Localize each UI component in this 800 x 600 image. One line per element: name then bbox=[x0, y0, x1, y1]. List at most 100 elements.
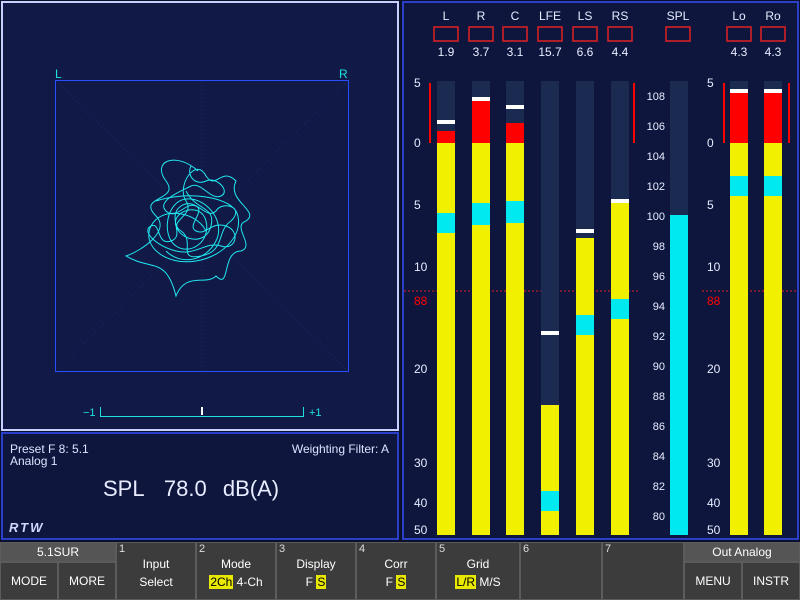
downmix-peak-box-ro bbox=[760, 26, 786, 42]
meter-cyan-c bbox=[506, 201, 524, 223]
spl-scale-tick: 100 bbox=[647, 211, 665, 223]
softkey-1-title: Input bbox=[142, 557, 170, 571]
corr-label-plus: +1 bbox=[309, 407, 322, 419]
meter-red-l bbox=[437, 131, 455, 143]
softkey-2-option: 4-Ch bbox=[236, 575, 263, 589]
meter-red-r bbox=[472, 99, 490, 143]
softkey-6[interactable]: 6 bbox=[520, 542, 602, 600]
goniometer-trace bbox=[56, 81, 348, 371]
channel-peak-box-lfe bbox=[537, 26, 563, 42]
softkey-4-option: F bbox=[385, 575, 393, 589]
spl-readout-label: SPL bbox=[103, 476, 144, 501]
meter-yellow-c bbox=[506, 143, 524, 535]
db-scale-right-tick: 50 bbox=[707, 523, 721, 537]
softkey-3-option: F bbox=[305, 575, 313, 589]
preset-mode-label: 5.1SUR bbox=[36, 545, 80, 559]
spl-scale-tick: 102 bbox=[647, 181, 665, 193]
channel-peak-value-l: 1.9 bbox=[438, 45, 455, 59]
downmix-yellow-lo bbox=[730, 143, 748, 535]
channel-peak-box-rs bbox=[607, 26, 633, 42]
db-scale-right-tick: 88 bbox=[707, 294, 721, 308]
softkey-5-title: Grid bbox=[466, 557, 490, 571]
meter-cyan-rs bbox=[611, 299, 629, 319]
gonio-label-left: L bbox=[55, 67, 62, 81]
spl-scale-tick: 86 bbox=[653, 421, 665, 433]
softkey-4-corr[interactable]: 4 Corr F S bbox=[356, 542, 436, 600]
db-scale-right-tick: 20 bbox=[707, 362, 721, 376]
softkey-7-number: 7 bbox=[605, 543, 612, 555]
output-display: Out Analog bbox=[684, 542, 800, 562]
spl-scale-tick: 108 bbox=[647, 91, 665, 103]
softkey-3-display[interactable]: 3 Display F S bbox=[276, 542, 356, 600]
info-panel: Preset F 8: 5.1 Analog 1 Weighting Filte… bbox=[1, 432, 399, 540]
channel-peak-box-r bbox=[468, 26, 494, 42]
spl-readout-unit: dB(A) bbox=[222, 476, 280, 501]
downmix-red-lo bbox=[730, 93, 748, 143]
softkey-5-grid[interactable]: 5 Grid L/R M/S bbox=[436, 542, 520, 600]
spl-scale-tick: 82 bbox=[653, 481, 665, 493]
spl-scale-tick: 98 bbox=[653, 241, 665, 253]
db-scale-left-tick: 5 bbox=[414, 76, 421, 90]
downmix-peak-hold-lo bbox=[730, 89, 748, 93]
peak-hold-lfe bbox=[541, 331, 559, 335]
db-scale-right-tick: 0 bbox=[707, 136, 714, 150]
more-button-label: MORE bbox=[69, 574, 105, 588]
channel-peak-value-r: 3.7 bbox=[473, 45, 490, 59]
softkey-bar: 5.1SUR MODE MORE 1 Input Select 2 Mode 2… bbox=[0, 542, 800, 600]
downmix-peak-value-lo: 4.3 bbox=[731, 45, 748, 59]
db-scale-left-tick: 40 bbox=[414, 496, 428, 510]
preset-mode-display: 5.1SUR bbox=[0, 542, 116, 562]
softkey-5-option: M/S bbox=[479, 575, 501, 589]
peak-hold-c bbox=[506, 105, 524, 109]
channel-label-l: L bbox=[443, 9, 450, 23]
peak-hold-rs bbox=[611, 199, 629, 203]
softkey-2-mode[interactable]: 2 Mode 2Ch 4-Ch bbox=[196, 542, 276, 600]
downmix-peak-box-lo bbox=[726, 26, 752, 42]
gonio-label-right: R bbox=[339, 67, 348, 81]
downmix-yellow-ro bbox=[764, 143, 782, 535]
softkey-1-value: Select bbox=[139, 575, 173, 589]
softkey-4-title: Corr bbox=[384, 557, 408, 571]
rtw-logo: RTW bbox=[9, 520, 45, 535]
db-scale-left-tick: 5 bbox=[414, 198, 421, 212]
goniometer-plot bbox=[55, 80, 349, 372]
channel-label-r: R bbox=[477, 9, 486, 23]
output-label: Out Analog bbox=[712, 545, 772, 559]
db-scale-right-tick: 40 bbox=[707, 496, 721, 510]
downmix-peak-value-ro: 4.3 bbox=[765, 45, 782, 59]
spl-column-label: SPL bbox=[667, 9, 690, 23]
spl-scale-tick: 80 bbox=[653, 511, 665, 523]
input-label: Analog 1 bbox=[10, 454, 58, 468]
peak-hold-r bbox=[472, 97, 490, 101]
downmix-label-ro: Ro bbox=[765, 9, 781, 23]
instr-button[interactable]: INSTR bbox=[742, 562, 800, 600]
softkey-6-number: 6 bbox=[523, 543, 530, 555]
menu-button[interactable]: MENU bbox=[684, 562, 742, 600]
meter-yellow-l bbox=[437, 143, 455, 535]
softkey-3-number: 3 bbox=[279, 543, 286, 555]
spl-scale-tick: 104 bbox=[647, 151, 665, 163]
meter-cyan-r bbox=[472, 203, 490, 225]
softkey-4-option-selected: S bbox=[396, 575, 407, 589]
db-scale-left-tick: 0 bbox=[414, 136, 421, 150]
downmix-label-lo: Lo bbox=[732, 9, 746, 23]
softkey-3-title: Display bbox=[296, 557, 336, 571]
menu-button-label: MENU bbox=[695, 574, 731, 588]
spl-peak-box bbox=[665, 26, 691, 42]
meter-red-c bbox=[506, 123, 524, 143]
channel-peak-box-ls bbox=[572, 26, 598, 42]
downmix-red-ro bbox=[764, 93, 782, 143]
softkey-1-input[interactable]: 1 Input Select bbox=[116, 542, 196, 600]
spl-scale-tick: 94 bbox=[653, 301, 665, 313]
db-scale-right-tick: 10 bbox=[707, 260, 721, 274]
db-scale-right-tick: 30 bbox=[707, 456, 721, 470]
corr-label-minus: −1 bbox=[83, 407, 96, 419]
softkey-7[interactable]: 7 bbox=[602, 542, 684, 600]
db-scale-left-tick: 30 bbox=[414, 456, 428, 470]
softkey-1-number: 1 bbox=[119, 543, 126, 555]
downmix-cyan-lo bbox=[730, 176, 748, 196]
correlation-indicator bbox=[201, 407, 203, 415]
more-button[interactable]: MORE bbox=[58, 562, 116, 600]
mode-button[interactable]: MODE bbox=[0, 562, 58, 600]
softkey-3-option-selected: S bbox=[316, 575, 327, 589]
